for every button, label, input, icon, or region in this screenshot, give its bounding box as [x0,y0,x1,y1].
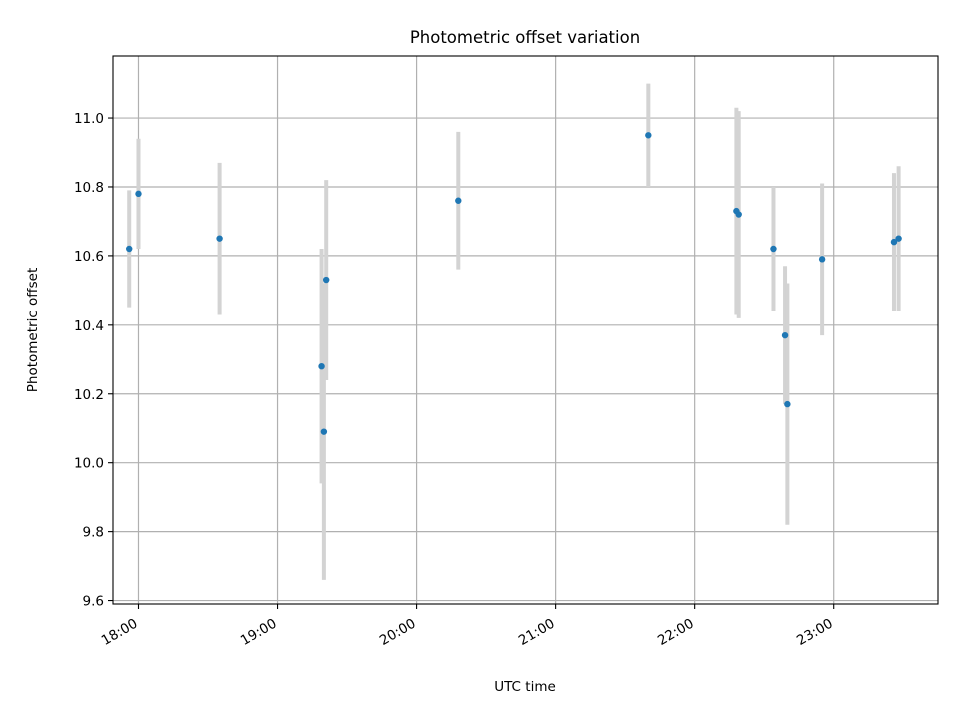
x-axis-label: UTC time [494,679,556,695]
data-point [216,235,223,242]
y-axis-label: Photometric offset [25,268,41,392]
plot-frame [112,55,939,605]
data-point [126,245,133,253]
data-point [770,245,777,253]
data-point [320,428,328,435]
y-tick-label: 10.2 [74,387,104,403]
y-tick-label: 10.6 [74,249,104,265]
y-tick-label: 10.4 [74,318,104,334]
data-point [645,132,652,139]
x-tick-label: 20:00 [377,616,419,649]
y-tick-label: 9.6 [83,594,104,610]
data-point [455,197,462,204]
x-tick-label: 18:00 [99,616,141,649]
data-point [318,362,325,370]
x-tick-label: 22:00 [655,616,697,649]
x-axis: 18:00 19:00 20:00 21:00 22:00 23:00 [99,604,836,649]
data-point [135,190,142,198]
y-tick-label: 11.0 [74,111,104,127]
data-point [784,400,791,408]
y-tick-label: 10.0 [74,456,104,472]
data-point [323,276,330,284]
y-axis: 9.6 9.8 10.0 10.2 10.4 10.6 10.8 11.0 [74,111,113,610]
data-point [781,331,789,339]
data-point [818,256,826,263]
y-tick-label: 10.8 [74,180,104,196]
data-point [895,235,902,242]
data-point [890,238,898,246]
grid [113,56,938,604]
x-tick-label: 21:00 [516,616,558,649]
x-tick-label: 23:00 [794,616,836,649]
data-marks [126,83,902,580]
chart-title: Photometric offset variation [410,28,640,47]
data-point [735,211,742,218]
x-tick-label: 19:00 [238,616,280,649]
y-tick-label: 9.8 [83,525,104,541]
